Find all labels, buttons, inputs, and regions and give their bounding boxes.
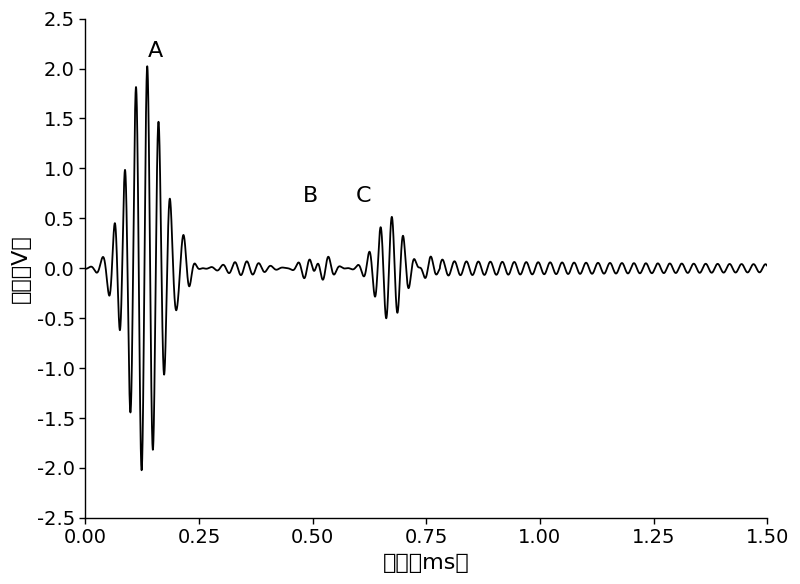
X-axis label: 时间（ms）: 时间（ms） — [383, 553, 470, 573]
Text: C: C — [356, 186, 371, 206]
Text: A: A — [148, 40, 163, 61]
Text: B: B — [302, 186, 318, 206]
Y-axis label: 电压（V）: 电压（V） — [11, 234, 31, 303]
